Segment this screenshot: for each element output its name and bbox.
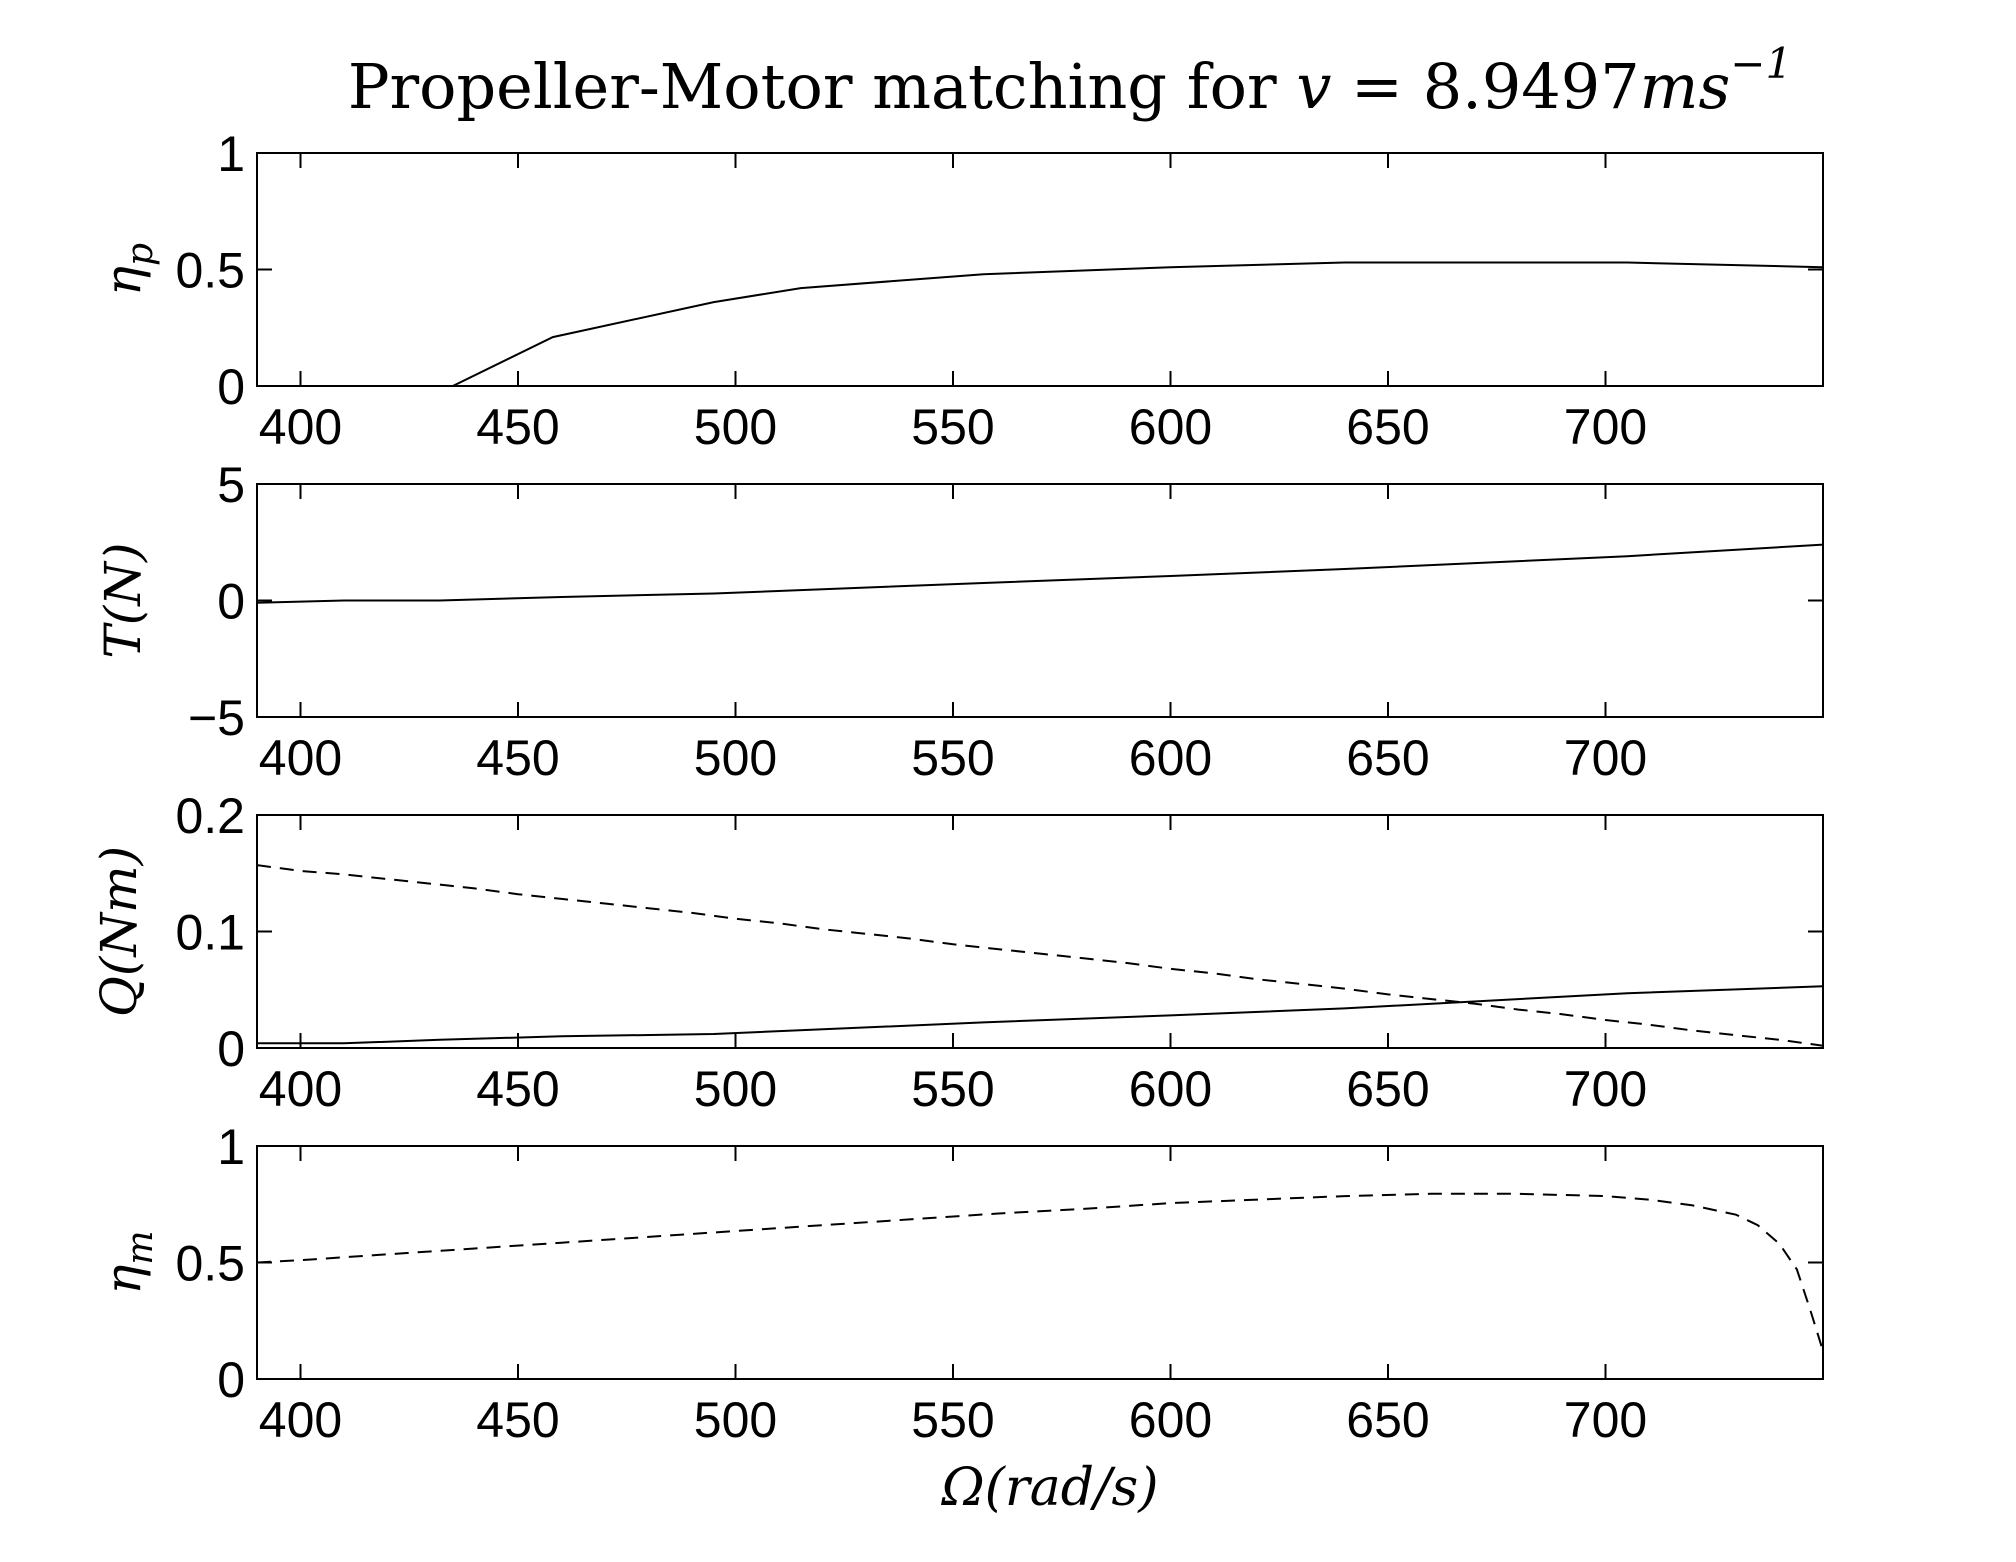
x-tick-label: 400 bbox=[259, 730, 342, 786]
y-axis-label-symbol: η bbox=[94, 266, 152, 296]
x-tick-label: 600 bbox=[1129, 1392, 1212, 1448]
x-tick-label: 700 bbox=[1564, 399, 1647, 455]
y-axis-label: ηm bbox=[94, 1230, 161, 1294]
y-tick-label: 0 bbox=[217, 359, 245, 415]
y-tick-label: 0 bbox=[217, 1021, 245, 1077]
title-exponent: −1 bbox=[1730, 39, 1792, 88]
x-tick-label: 600 bbox=[1129, 399, 1212, 455]
subplot-1: 400 450 500 550 600 650 700 0 0.5 1 ηp bbox=[94, 126, 1824, 455]
x-tick-label: 500 bbox=[694, 730, 777, 786]
y-tick-label: 0.2 bbox=[175, 788, 245, 844]
subplot-3: 400 450 500 550 600 650 700 0 0.1 0.2 Q(Nm) bbox=[90, 788, 1824, 1117]
y-tick-label: 1 bbox=[217, 126, 245, 182]
x-tick-label: 650 bbox=[1346, 1392, 1429, 1448]
y-tick-label: 0.5 bbox=[175, 243, 245, 299]
x-axis-label: Ω(rad/s) bbox=[940, 1458, 1158, 1518]
x-tick-label: 500 bbox=[694, 1061, 777, 1117]
y-tick-label: 0 bbox=[217, 574, 245, 630]
subplot-4: 400 450 500 550 600 650 700 0 0.5 1 ηm bbox=[94, 1119, 1824, 1448]
x-tick-label: 550 bbox=[911, 1061, 994, 1117]
subplot-2: 400 450 500 550 600 650 700 −5 0 5 T(N) bbox=[94, 457, 1824, 786]
chart-title: Propeller-Motor matching for v = 8.9497m… bbox=[348, 39, 1792, 123]
y-tick-label: 1 bbox=[217, 1119, 245, 1175]
x-tick-label: 550 bbox=[911, 730, 994, 786]
title-value: = 8.9497 bbox=[1331, 50, 1639, 123]
y-tick-label: 0.1 bbox=[175, 905, 245, 961]
x-tick-label: 400 bbox=[259, 1061, 342, 1117]
x-tick-label: 700 bbox=[1564, 1392, 1647, 1448]
x-tick-label: 400 bbox=[259, 399, 342, 455]
x-tick-label: 550 bbox=[911, 1392, 994, 1448]
y-axis-label: ηp bbox=[94, 243, 161, 296]
x-tick-label: 650 bbox=[1346, 730, 1429, 786]
y-tick-label: 0.5 bbox=[175, 1236, 245, 1292]
series-line-solid bbox=[257, 543, 1823, 604]
x-tick-label: 500 bbox=[694, 399, 777, 455]
series-line-dashed bbox=[257, 864, 1823, 1047]
x-tick-label: 650 bbox=[1346, 1061, 1429, 1117]
y-axis-label: T(N) bbox=[94, 542, 152, 658]
x-tick-label: 550 bbox=[911, 399, 994, 455]
y-tick-label: −5 bbox=[188, 690, 245, 746]
x-tick-label: 450 bbox=[476, 399, 559, 455]
series-line-solid bbox=[257, 985, 1823, 1045]
x-tick-label: 450 bbox=[476, 1392, 559, 1448]
x-tick-label: 600 bbox=[1129, 1061, 1212, 1117]
x-tick-label: 400 bbox=[259, 1392, 342, 1448]
y-axis-label: Q(Nm) bbox=[90, 846, 148, 1017]
x-tick-label: 700 bbox=[1564, 730, 1647, 786]
series-line-dashed bbox=[257, 1192, 1823, 1352]
y-axis-label-subscript: p bbox=[120, 243, 161, 266]
series-line-solid bbox=[452, 261, 1823, 386]
title-unit: ms bbox=[1640, 50, 1731, 123]
x-tick-label: 700 bbox=[1564, 1061, 1647, 1117]
x-tick-label: 600 bbox=[1129, 730, 1212, 786]
x-tick-label: 500 bbox=[694, 1392, 777, 1448]
x-tick-label: 650 bbox=[1346, 399, 1429, 455]
x-tick-label: 450 bbox=[476, 730, 559, 786]
y-tick-label: 5 bbox=[217, 457, 245, 513]
y-axis-label-subscript: m bbox=[120, 1230, 161, 1264]
title-variable: v bbox=[1296, 50, 1331, 123]
x-tick-label: 450 bbox=[476, 1061, 559, 1117]
y-axis-label-symbol: η bbox=[94, 1265, 152, 1295]
y-tick-label: 0 bbox=[217, 1352, 245, 1408]
title-text: Propeller-Motor matching for bbox=[348, 50, 1297, 123]
